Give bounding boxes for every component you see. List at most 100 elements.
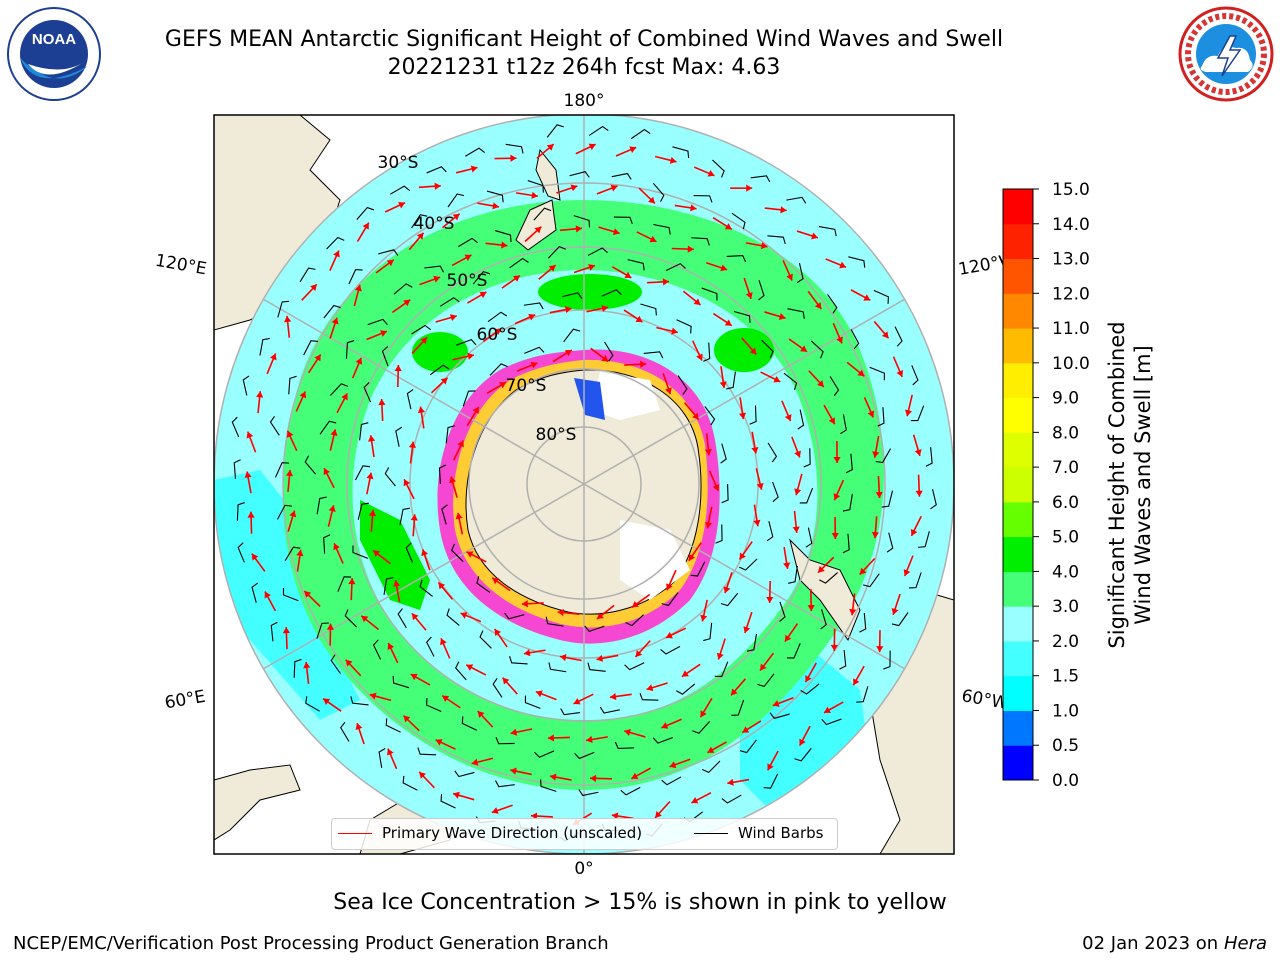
wind-barb — [624, 662, 645, 671]
lon-label-0: 0° — [574, 859, 593, 879]
wind-barb — [284, 546, 301, 562]
wave-arrow-head — [440, 638, 447, 646]
wave-arrow-head — [857, 369, 865, 377]
wind-barb — [712, 159, 725, 178]
wind-barb — [316, 622, 329, 639]
wave-arrow-head — [434, 182, 441, 190]
wind-barb — [805, 527, 813, 548]
wave-arrow-head — [453, 791, 460, 799]
wind-barb — [242, 375, 250, 396]
wind-barb — [652, 182, 665, 202]
wave-arrow-head — [535, 690, 543, 698]
wave-arrow-head — [314, 354, 321, 362]
wind-barb — [458, 237, 478, 248]
wave-arrow-head — [742, 726, 750, 733]
wave-arrow-head — [303, 661, 311, 669]
wave-arrow-head — [833, 493, 841, 501]
wind-barb — [492, 678, 503, 698]
wave-arrow-head — [510, 728, 518, 736]
wave-arrow-head — [794, 450, 801, 458]
wind-barb — [560, 708, 581, 716]
wave-arrow-head — [512, 275, 520, 282]
wind-barb — [390, 185, 410, 195]
wave-arrow-head — [666, 583, 673, 591]
wind-barb — [446, 608, 460, 626]
wave-arrow-head — [700, 710, 707, 718]
wave-arrow-head — [333, 250, 340, 258]
wave-arrow-head — [671, 327, 678, 335]
wave-arrow-head — [449, 314, 457, 322]
colorbar-segment — [1003, 223, 1033, 260]
wind-barb — [534, 750, 555, 758]
wave-arrow-head — [435, 739, 443, 746]
wave-arrow-head — [867, 410, 875, 418]
wave-arrow-head — [649, 235, 657, 243]
wave-arrow-head — [369, 692, 377, 700]
wind-barb — [587, 662, 606, 672]
lon-label-60w: 60°W — [960, 686, 1010, 714]
wind-barb — [797, 409, 805, 430]
lat-label-30s: 30°S — [378, 153, 419, 173]
wind-barb — [509, 257, 529, 269]
wind-barb — [354, 465, 370, 481]
wave-arrow-head — [310, 284, 317, 292]
wave-arrow-head — [596, 612, 604, 620]
page-subtitle: 20221231 t12z 264h fcst Max: 4.63 — [387, 55, 781, 80]
lon-label-180: 180° — [564, 91, 605, 111]
wind-barb — [803, 448, 811, 468]
wind-barb — [703, 622, 713, 642]
wave-arrow-head — [601, 355, 609, 362]
colorbar-tick-label: 3.0 — [1052, 597, 1079, 617]
wave-arrow-head — [601, 304, 609, 313]
wind-barb — [821, 718, 842, 726]
wave-arrow-head — [749, 347, 757, 355]
sea-ice-note: Sea Ice Concentration > 15% is shown in … — [333, 890, 947, 915]
wind-barb — [652, 736, 674, 744]
wind-barb — [918, 531, 930, 548]
wind-barb — [438, 464, 447, 484]
wave-arrow-head — [691, 796, 699, 804]
wind-barb — [738, 558, 758, 571]
wind-barb — [848, 256, 866, 268]
wave-arrow-head — [455, 512, 463, 520]
wind-barb — [574, 751, 595, 760]
colorbar-tick-label: 8.0 — [1052, 423, 1079, 443]
wave-arrow-head — [669, 156, 677, 164]
wind-barb — [486, 190, 504, 203]
wave-arrow-head — [794, 488, 802, 496]
wind-barb — [359, 422, 369, 441]
wind-barb — [766, 521, 774, 542]
wind-barb — [344, 609, 358, 628]
wind-barb — [548, 662, 567, 673]
wave-arrow-head — [772, 700, 780, 707]
wave-arrow-head — [530, 361, 538, 369]
wave-arrow-head — [915, 490, 923, 497]
wind-barb — [562, 292, 583, 299]
wave-arrow-head — [251, 553, 259, 561]
wave-arrow-head — [244, 471, 252, 479]
wind-barb — [378, 748, 386, 768]
wind-barb — [643, 351, 664, 359]
nws-logo — [1178, 6, 1274, 102]
legend-label: Primary Wave Direction (unscaled) — [382, 824, 643, 842]
colorbar-tick-label: 11.0 — [1052, 319, 1090, 339]
wave-arrow-head — [863, 294, 871, 301]
wind-barb — [363, 382, 372, 403]
wave-arrow-head — [631, 600, 639, 608]
wave-arrow-head — [896, 369, 904, 377]
wave-arrow-head — [464, 254, 472, 261]
wind-barb — [426, 636, 435, 657]
wind-barb — [733, 310, 751, 323]
wind-barb — [704, 406, 716, 426]
legend-item-wind-barbs: Wind Barbs — [694, 824, 823, 842]
wind-barb — [869, 366, 885, 381]
wind-barb — [676, 683, 696, 695]
wave-arrow-head — [246, 431, 254, 439]
wind-barb — [445, 425, 455, 444]
wind-barb — [653, 223, 671, 235]
colorbar-tick-label: 0.5 — [1052, 736, 1079, 756]
colorbar-segment — [1003, 258, 1033, 294]
wind-barb — [236, 502, 245, 521]
wind-barb — [231, 416, 240, 438]
wave-arrow-head — [557, 608, 564, 617]
